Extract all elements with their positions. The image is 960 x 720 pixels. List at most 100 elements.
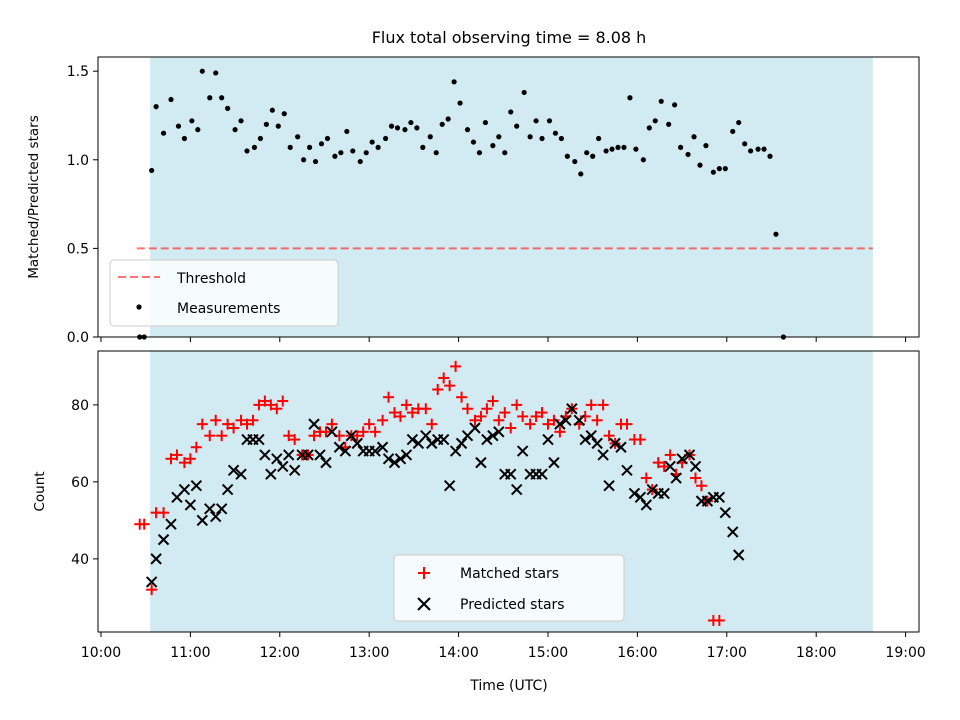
cross-b — [253, 433, 265, 446]
cross-b — [314, 449, 326, 461]
x-axis-ticks-bottom: 10:00 11:00 12:00 13:00 14:00 15:00 16:00 17:00… — [81, 632, 926, 661]
predicted-star-point — [178, 483, 191, 496]
measurement-point — [710, 169, 716, 175]
measurement-point — [552, 130, 559, 136]
legend-box — [109, 259, 339, 327]
matched-star-point — [351, 430, 363, 442]
predicted-star-point — [560, 414, 572, 426]
cross-b — [265, 468, 277, 480]
predicted-star-point — [302, 449, 314, 461]
measurement-point — [219, 95, 225, 101]
measurement-point — [312, 158, 319, 165]
matched-star-point — [326, 418, 338, 430]
cross-b — [443, 480, 456, 492]
measurement-point — [232, 127, 238, 133]
matched-star-point — [695, 480, 707, 492]
measurement-point — [445, 116, 451, 122]
predicted-star-point — [333, 441, 346, 453]
cross-b — [689, 460, 702, 473]
cross-b — [277, 460, 289, 473]
ratio-panel: 0.0 0.5 1.0 1.5 Matched/Predicted stars Thr… — [26, 56, 920, 346]
predicted-star-point — [701, 495, 714, 507]
cross-b — [369, 445, 381, 457]
predicted-star-point — [683, 449, 696, 461]
cross-b — [178, 483, 191, 496]
cross-b — [609, 437, 621, 450]
predicted-star-point — [394, 453, 407, 465]
predicted-star-point — [516, 445, 529, 457]
legend-predicted-swatch — [417, 597, 431, 611]
cross-b — [573, 414, 585, 426]
x-tick-label: 18:00 — [796, 645, 836, 661]
cross-b — [469, 422, 481, 434]
predicted-star-point — [566, 403, 578, 415]
measurement-point — [375, 144, 381, 150]
predicted-star-point — [733, 549, 745, 561]
cross-b — [621, 464, 633, 477]
measurement-point — [189, 118, 195, 124]
y-tick-label: 0.5 — [67, 241, 89, 257]
cross-b — [382, 453, 395, 465]
cross-b — [406, 433, 419, 446]
measurement-point — [388, 123, 395, 129]
measurement-point — [269, 107, 275, 113]
predicted-star-point — [283, 449, 295, 461]
predicted-star-point — [670, 472, 682, 484]
cross-b — [634, 491, 647, 503]
predicted-star-point — [227, 464, 240, 477]
x-tick-label: 11:00 — [170, 645, 210, 661]
matched-star-point — [469, 414, 481, 426]
matched-star-point — [652, 457, 664, 469]
predicted-star-point — [449, 445, 462, 457]
measurement-point — [181, 135, 188, 142]
measurement-point — [251, 144, 258, 150]
cross-b — [516, 445, 529, 457]
cross-b — [437, 433, 450, 446]
matched-star-point — [171, 449, 183, 461]
cross-b — [554, 418, 566, 430]
measurement-point — [482, 119, 489, 126]
matched-star-point — [542, 418, 554, 430]
measurement-point — [301, 157, 307, 163]
cross-b — [283, 449, 295, 461]
matched-star-point — [579, 410, 591, 422]
measurement-point — [596, 135, 602, 142]
measurement-point — [408, 119, 414, 126]
measurement-point — [420, 144, 426, 150]
measurement-point — [257, 135, 264, 142]
matched-star-point — [517, 410, 529, 422]
predicted-star-point — [443, 480, 456, 492]
measurement-point — [350, 148, 356, 154]
measurement-point — [225, 105, 231, 111]
measurement-point — [521, 89, 527, 96]
x-tick-label: 12:00 — [260, 645, 300, 661]
legend-top: Threshold Measurements — [109, 259, 339, 327]
matched-star-point — [196, 418, 208, 430]
matched-star-point — [277, 395, 289, 407]
cross-b — [221, 483, 234, 496]
cross-b — [597, 449, 609, 461]
predicted-star-point — [554, 418, 566, 430]
predicted-star-point — [713, 491, 726, 503]
y-axis-ticks-bottom: 40 60 80 — [71, 398, 98, 568]
cross-b — [400, 449, 413, 461]
cross-b — [481, 433, 493, 446]
predicted-star-point — [320, 456, 332, 469]
legend-measurement-swatch — [136, 304, 142, 310]
cross-b — [302, 449, 314, 461]
matched-star-point — [475, 410, 487, 422]
predicted-star-point — [493, 426, 505, 438]
cross-b — [733, 549, 745, 561]
measurement-point — [652, 118, 658, 124]
measurement-point — [603, 148, 609, 154]
measurement-point — [533, 118, 539, 124]
predicted-star-point — [579, 433, 591, 446]
matched-star-points — [134, 360, 725, 626]
cross-b — [333, 441, 346, 453]
cross-b — [388, 456, 401, 469]
matched-star-point — [369, 426, 381, 438]
matched-star-point — [320, 426, 332, 438]
predicted-star-point — [235, 468, 247, 480]
y-tick-label: 60 — [71, 475, 89, 491]
predicted-star-point — [469, 422, 481, 434]
